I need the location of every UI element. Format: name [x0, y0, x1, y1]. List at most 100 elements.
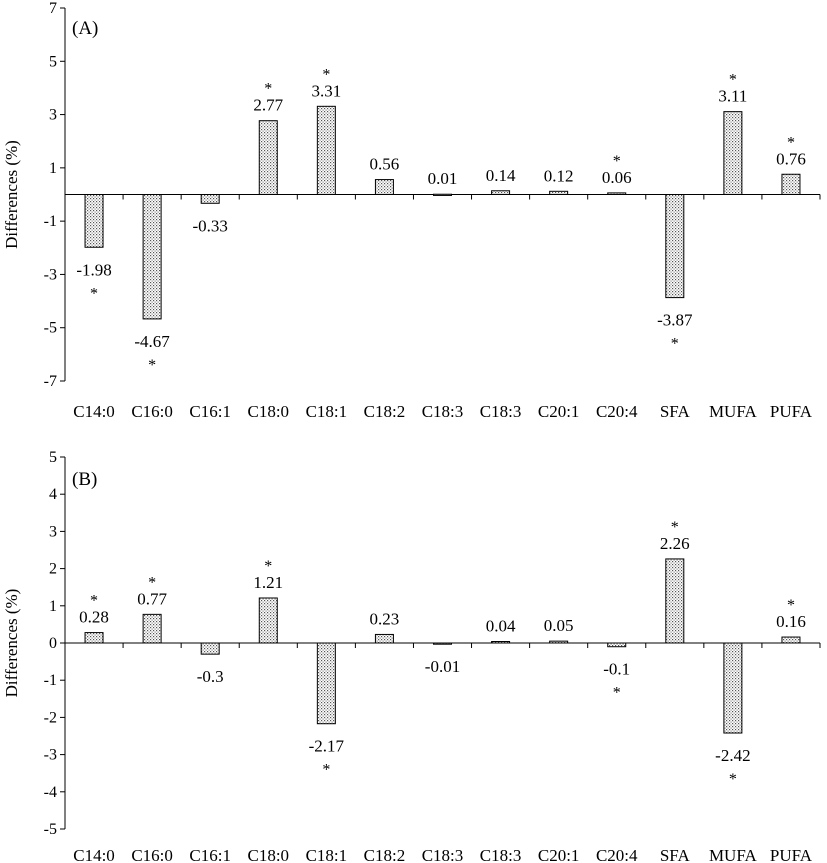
- significance-marker: *: [264, 81, 272, 98]
- bar-a-11: [665, 194, 685, 299]
- significance-marker: *: [322, 66, 330, 83]
- y-tick-label: -5: [44, 821, 57, 838]
- x-category-label: C16:0: [131, 846, 173, 863]
- significance-marker: *: [787, 597, 795, 614]
- significance-marker: *: [264, 558, 272, 575]
- x-category-label: C16:0: [131, 402, 173, 421]
- bar-b-13: [781, 636, 801, 644]
- data-label: 2.26: [660, 534, 690, 553]
- significance-marker: *: [787, 134, 795, 151]
- x-category-label: C16:1: [189, 846, 231, 863]
- data-label: 0.76: [776, 149, 806, 168]
- bar-b-2: [142, 613, 162, 644]
- y-tick-label: 5: [49, 449, 57, 466]
- data-label: 3.31: [311, 81, 341, 100]
- data-label: -0.33: [192, 216, 227, 235]
- bar-a-7: [433, 193, 452, 196]
- x-category-label: PUFA: [770, 402, 813, 421]
- bar-b-12: [723, 642, 743, 734]
- data-label: 0.23: [370, 609, 400, 628]
- y-axis-label: Differences (%): [2, 589, 21, 698]
- panel-a: -7 -5 -3 -1 1 3 5 7 Differences (%) (A) C14:0 -1.98…: [2, 0, 821, 421]
- x-category-label: SFA: [660, 402, 691, 421]
- x-category-label: C16:1: [189, 402, 231, 421]
- y-tick-label: -7: [44, 373, 57, 390]
- significance-marker: *: [90, 593, 98, 610]
- x-category-label: MUFA: [709, 846, 758, 863]
- data-label: 0.04: [486, 617, 516, 636]
- data-label: -0.1: [603, 660, 630, 679]
- bar-b-5: [316, 642, 336, 725]
- y-tick-label: 7: [49, 0, 57, 17]
- data-label: 0.01: [428, 169, 458, 188]
- x-category-label: C18:0: [247, 846, 289, 863]
- y-tick-label: -2: [44, 709, 57, 726]
- bar-a-6: [374, 179, 394, 196]
- bar-b-8: [491, 641, 511, 644]
- data-label: 0.28: [79, 608, 109, 627]
- y-tick-label: 3: [49, 523, 57, 540]
- x-category-label: C18:3: [480, 846, 522, 863]
- y-tick-label: 1: [49, 598, 57, 615]
- x-category-label: C18:2: [364, 846, 406, 863]
- x-category-label: SFA: [660, 846, 691, 863]
- bar-b-4: [258, 597, 278, 644]
- x-category-label: C20:1: [538, 846, 580, 863]
- x-category-label: C18:3: [422, 846, 464, 863]
- significance-marker: *: [90, 285, 98, 302]
- data-label: 0.14: [486, 166, 516, 185]
- bar-a-12: [723, 111, 743, 195]
- data-label: 2.77: [253, 96, 283, 115]
- significance-marker: *: [729, 771, 737, 788]
- data-label: -2.42: [715, 746, 750, 765]
- significance-marker: *: [671, 336, 679, 353]
- data-label: -0.3: [197, 667, 224, 686]
- x-category-label: C14:0: [73, 846, 115, 863]
- data-label: 0.16: [776, 612, 806, 631]
- bar-a-2: [142, 194, 162, 320]
- bar-a-10: [607, 192, 627, 195]
- y-tick-label: -1: [44, 213, 57, 230]
- panel-label: (B): [72, 469, 97, 490]
- data-label: 0.05: [544, 616, 574, 635]
- data-label: 1.21: [253, 573, 283, 592]
- significance-marker: *: [613, 153, 621, 170]
- y-tick-label: -5: [44, 320, 57, 337]
- y-tick-label: -4: [44, 784, 57, 801]
- x-category-label: C18:3: [480, 402, 522, 421]
- panel-label: (A): [72, 18, 98, 39]
- bar-b-9: [549, 640, 569, 644]
- y-tick-label: 3: [49, 107, 57, 124]
- significance-marker: *: [671, 519, 679, 536]
- y-tick-label: 1: [49, 160, 57, 177]
- significance-marker: *: [613, 685, 621, 702]
- bar-b-1: [84, 632, 104, 644]
- bar-b-3: [200, 642, 220, 655]
- y-tick-label: -3: [44, 266, 57, 283]
- y-axis-label: Differences (%): [2, 140, 21, 249]
- x-category-label: C18:0: [247, 402, 289, 421]
- data-label: -1.98: [76, 260, 111, 279]
- x-category-label: C20:4: [596, 402, 638, 421]
- x-category-label: C20:1: [538, 402, 580, 421]
- bar-a-9: [549, 190, 569, 195]
- bar-b-11: [665, 558, 685, 644]
- bar-a-13: [781, 173, 801, 196]
- x-category-label: C18:2: [364, 402, 406, 421]
- y-tick-label: 0: [49, 635, 57, 652]
- data-label: 0.77: [137, 589, 167, 608]
- data-label: 0.12: [544, 166, 574, 185]
- significance-marker: *: [148, 574, 156, 591]
- bar-a-5: [316, 105, 336, 195]
- data-label: 0.56: [370, 155, 400, 174]
- data-label: -3.87: [657, 311, 693, 330]
- bar-a-3: [200, 194, 220, 204]
- significance-marker: *: [729, 72, 737, 89]
- y-tick-label: 4: [49, 486, 57, 503]
- data-label: -0.01: [425, 657, 460, 676]
- bar-b-6: [374, 633, 394, 644]
- data-label: 0.06: [602, 168, 632, 187]
- x-category-label: C18:1: [306, 846, 348, 863]
- bar-b-10: [607, 642, 627, 648]
